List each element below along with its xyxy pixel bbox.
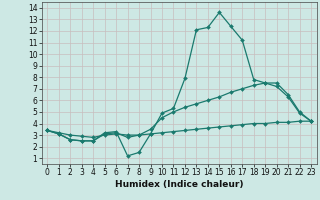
X-axis label: Humidex (Indice chaleur): Humidex (Indice chaleur) — [115, 180, 244, 189]
